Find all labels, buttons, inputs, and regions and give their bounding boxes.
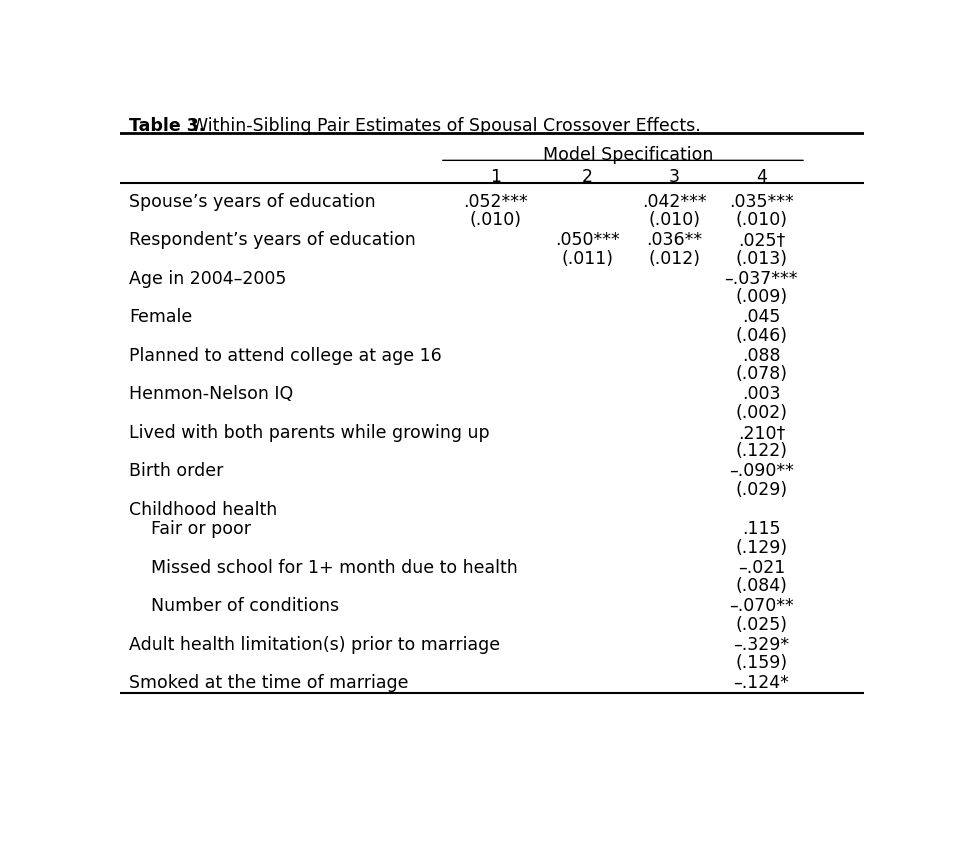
Text: (.010): (.010) <box>469 211 521 230</box>
Text: Spouse’s years of education: Spouse’s years of education <box>129 193 375 211</box>
Text: .042***: .042*** <box>642 193 707 211</box>
Text: (.010): (.010) <box>735 211 787 230</box>
Text: 4: 4 <box>756 169 767 186</box>
Text: 1: 1 <box>491 169 501 186</box>
Text: Lived with both parents while growing up: Lived with both parents while growing up <box>129 424 490 442</box>
Text: .052***: .052*** <box>464 193 528 211</box>
Text: Missed school for 1+ month due to health: Missed school for 1+ month due to health <box>152 559 518 577</box>
Text: .036**: .036** <box>646 231 703 249</box>
Text: –.090**: –.090** <box>729 462 794 480</box>
Text: Model Specification: Model Specification <box>543 146 713 164</box>
Text: (.078): (.078) <box>735 365 787 383</box>
Text: –.037***: –.037*** <box>725 270 798 288</box>
Text: .025†: .025† <box>737 231 785 249</box>
Text: Planned to attend college at age 16: Planned to attend college at age 16 <box>129 347 442 365</box>
Text: Smoked at the time of marriage: Smoked at the time of marriage <box>129 674 408 692</box>
Text: –.124*: –.124* <box>733 674 789 692</box>
Text: (.029): (.029) <box>735 480 787 499</box>
Text: .210†: .210† <box>737 424 785 442</box>
Text: –.021: –.021 <box>737 559 785 577</box>
Text: (.009): (.009) <box>735 288 787 306</box>
Text: (.025): (.025) <box>735 616 787 634</box>
Text: (.002): (.002) <box>735 404 787 422</box>
Text: –.329*: –.329* <box>733 636 789 654</box>
Text: Fair or poor: Fair or poor <box>152 520 252 539</box>
Text: .035***: .035*** <box>729 193 794 211</box>
Text: .088: .088 <box>742 347 780 365</box>
Text: .045: .045 <box>742 308 780 326</box>
Text: (.084): (.084) <box>735 577 787 595</box>
Text: –.070**: –.070** <box>729 597 794 615</box>
Text: Within-Sibling Pair Estimates of Spousal Crossover Effects.: Within-Sibling Pair Estimates of Spousal… <box>180 117 700 136</box>
Text: Female: Female <box>129 308 192 326</box>
Text: Table 3.: Table 3. <box>129 117 205 136</box>
Text: Henmon-Nelson IQ: Henmon-Nelson IQ <box>129 385 293 403</box>
Text: (.122): (.122) <box>735 442 787 460</box>
Text: Age in 2004–2005: Age in 2004–2005 <box>129 270 286 288</box>
Text: (.159): (.159) <box>735 654 787 672</box>
Text: Adult health limitation(s) prior to marriage: Adult health limitation(s) prior to marr… <box>129 636 500 654</box>
Text: (.046): (.046) <box>735 327 787 345</box>
Text: .003: .003 <box>742 385 780 403</box>
Text: Respondent’s years of education: Respondent’s years of education <box>129 231 416 249</box>
Text: 3: 3 <box>669 169 680 186</box>
Text: Birth order: Birth order <box>129 462 224 480</box>
Text: (.012): (.012) <box>648 250 700 268</box>
Text: .115: .115 <box>742 520 780 539</box>
Text: (.010): (.010) <box>648 211 700 230</box>
Text: 2: 2 <box>582 169 592 186</box>
Text: Childhood health: Childhood health <box>129 501 277 518</box>
Text: Number of conditions: Number of conditions <box>152 597 340 615</box>
Text: .050***: .050*** <box>555 231 619 249</box>
Text: (.129): (.129) <box>735 539 787 556</box>
Text: (.013): (.013) <box>735 250 787 268</box>
Text: (.011): (.011) <box>562 250 613 268</box>
